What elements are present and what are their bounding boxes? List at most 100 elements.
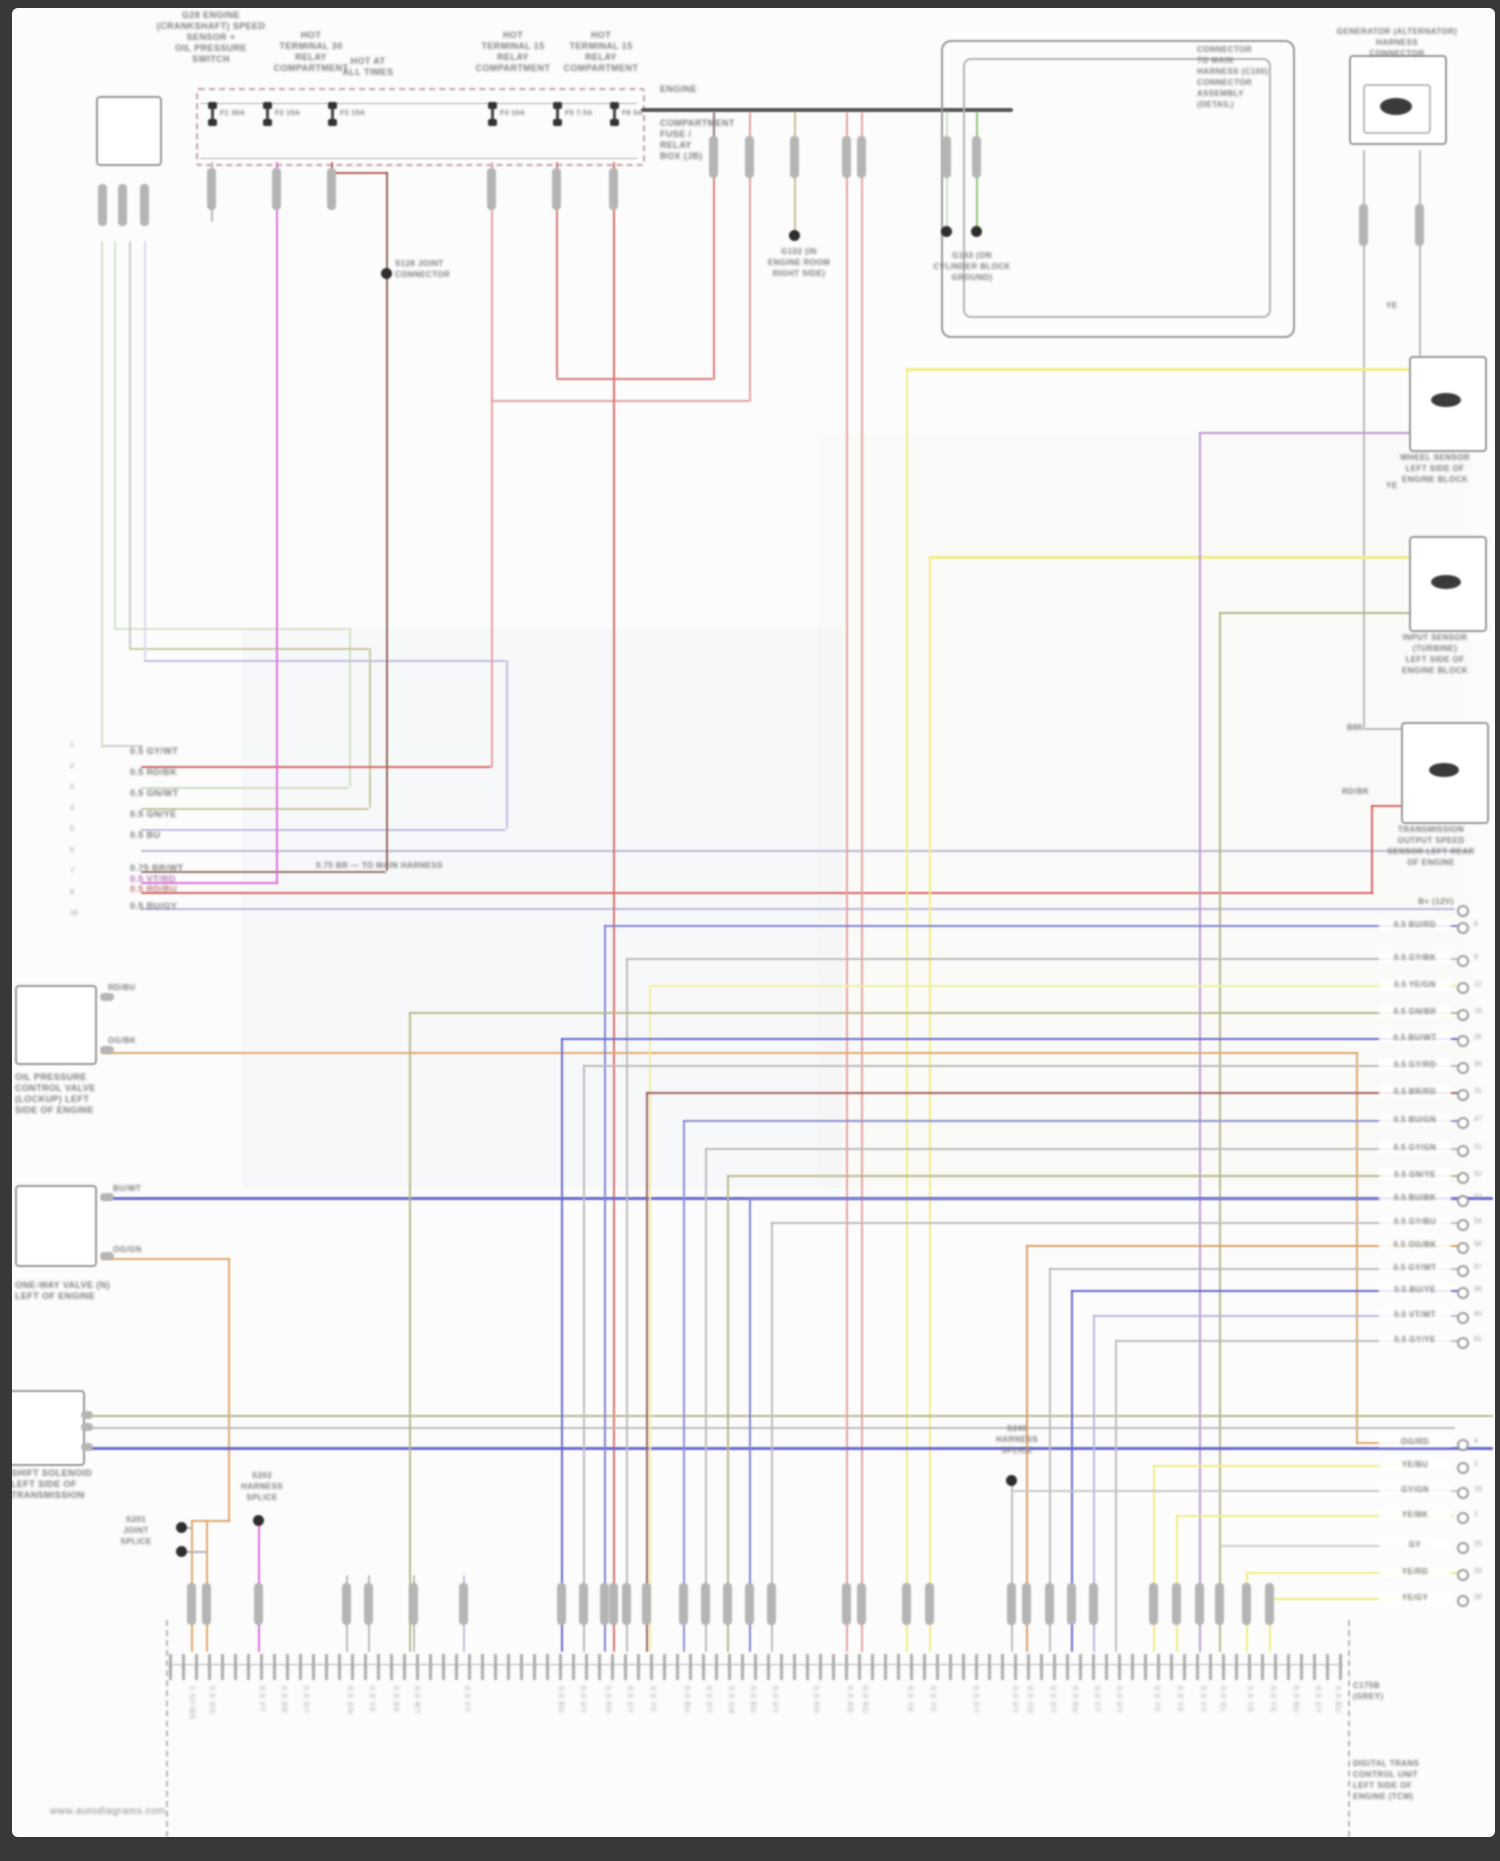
pin-bar (609, 168, 618, 210)
bottom-pin-label: 0.5 GY (972, 1686, 979, 1714)
pin-bar (81, 1423, 93, 1431)
wire (749, 1198, 751, 1652)
bottom-pin-label: 0.5 GY (579, 1686, 586, 1714)
fuse-label: F1 30A (220, 110, 246, 117)
connector-pin (1457, 1089, 1469, 1101)
pin-bar (745, 136, 754, 178)
pin-number: 16 (70, 910, 78, 917)
wire (1071, 1290, 1073, 1652)
wire (114, 628, 349, 630)
wire (141, 829, 506, 831)
wire-code-label: YE/BK (1379, 1509, 1451, 1520)
wire-code-label: OG/RD (1379, 1436, 1451, 1447)
pin-number: 18 (1474, 1008, 1482, 1015)
splice-dot (176, 1522, 187, 1533)
pin-bar (1359, 204, 1368, 246)
wire (101, 241, 103, 746)
wire (1153, 1465, 1433, 1467)
wire (1071, 1290, 1464, 1292)
pin-bar (100, 1046, 114, 1054)
pin-number: 31 (1474, 1088, 1482, 1095)
label: B86 (1347, 723, 1363, 732)
pin-bar (1045, 1583, 1054, 1625)
strip-rail (169, 1664, 1343, 1665)
pin-bar (842, 136, 851, 178)
fuse-relay-box (196, 88, 645, 166)
fuse-label: F4 10A (500, 110, 526, 117)
pin-number: 51 (1474, 1144, 1482, 1151)
wire-code-label: 0.5 BU/WT (1379, 1032, 1451, 1043)
bottom-pin-label: 0.5 GY (1115, 1686, 1122, 1714)
wire (181, 1551, 208, 1553)
bottom-pin-label: 0.5 YE (649, 1686, 656, 1713)
bottom-pin-label: 0.5 BU (749, 1686, 756, 1714)
label: SHIFT SOLENOID LEFT SIDE OF TRANSMISSION (12, 1468, 93, 1500)
bottom-pin-label: 0.5 GY (1049, 1686, 1056, 1714)
wire-code-label: 0.5 GY/BU (1379, 1216, 1451, 1227)
bottom-pin-label: 0.5 RD (846, 1686, 853, 1714)
splice-dot (1006, 1475, 1017, 1486)
component-box (1409, 356, 1487, 452)
pin-bar (1265, 1583, 1274, 1625)
label: YE (1386, 301, 1398, 310)
wire (409, 1012, 411, 1652)
wire (649, 985, 651, 1652)
label: OG/BK (108, 1036, 137, 1045)
label: GENERATOR (ALTERNATOR) HARNESS CONNECTOR (1336, 27, 1458, 58)
bottom-pin-label: 0.5 BR (280, 1686, 287, 1714)
wire-code-label: 0.5 OG/BK (1379, 1239, 1451, 1250)
label: B+ (12V) (1418, 897, 1454, 906)
pin-bar (723, 1583, 732, 1625)
label: ENGINE (660, 84, 697, 94)
wire (1246, 1572, 1464, 1574)
pin-bar (409, 1583, 418, 1625)
wire (369, 648, 371, 808)
splice-dot (971, 226, 982, 237)
bus-rail (200, 103, 637, 104)
connector-pin (1457, 1287, 1469, 1299)
wire (141, 908, 1455, 910)
wire (846, 112, 848, 1652)
wire (129, 648, 369, 650)
wire (771, 1222, 773, 1652)
pin-bar (1067, 1583, 1076, 1625)
bottom-pin-label: 0.5 BK (392, 1686, 399, 1714)
bottom-pin-label: 0.5 RD (604, 1686, 611, 1714)
wire-code-label: 0.5 GY/YE (1379, 1334, 1451, 1345)
bottom-pin-label: 0.5 BU (1071, 1686, 1078, 1714)
sensor-element-symbol (1429, 763, 1459, 777)
connector-pin (1457, 1035, 1469, 1047)
wiring-diagram-page: F1 30A F2 15A F3 15A F4 10A F5 7.5A F6 5A G28 … (12, 8, 1495, 1837)
pin-bar (1172, 1583, 1181, 1625)
wire (331, 172, 388, 174)
fuse-label: F5 7.5A (565, 110, 593, 117)
label: 0.5 GN/YE (130, 809, 177, 819)
pin-bar (81, 1411, 93, 1419)
wire (1049, 1268, 1051, 1652)
component-box (15, 985, 97, 1065)
bottom-pin-label: 0.5 BU (1292, 1686, 1299, 1714)
label: 0.5 RD/BK (130, 767, 178, 777)
wire-code-label: 0.5 BU/RD (1379, 919, 1451, 930)
connector-pin (1457, 1117, 1469, 1129)
bottom-pin-label: 0.5 OG (208, 1686, 215, 1715)
wiring-diagram: F1 30A F2 15A F3 15A F4 10A F5 7.5A F6 5A G28 … (12, 8, 1495, 1837)
wire (101, 1258, 230, 1260)
bottom-pin-label: 0.5 YE (929, 1686, 936, 1713)
bottom-pin-label: 0.5 GY (302, 1686, 309, 1714)
label: COMPARTMENT FUSE / RELAY BOX (JB) (660, 118, 735, 161)
pin-number: 4 (70, 805, 74, 812)
bottom-pin-label: 0.5 YE (1176, 1686, 1183, 1713)
label: RD/BU (108, 983, 136, 992)
wire-code-label: 0.5 BR/RD (1379, 1086, 1451, 1097)
label: 0.75 BR/WT (130, 863, 184, 873)
label: 0.5 BU/GY (130, 901, 178, 911)
sensor-element-symbol (1431, 393, 1461, 407)
bottom-pin-label: 0.5 GY (771, 1686, 778, 1714)
label: HOT AT ALL TIMES (342, 56, 394, 77)
pin-bar (118, 184, 127, 226)
pin-bar (557, 1583, 566, 1625)
wire (409, 1012, 1464, 1014)
wire (556, 378, 713, 380)
